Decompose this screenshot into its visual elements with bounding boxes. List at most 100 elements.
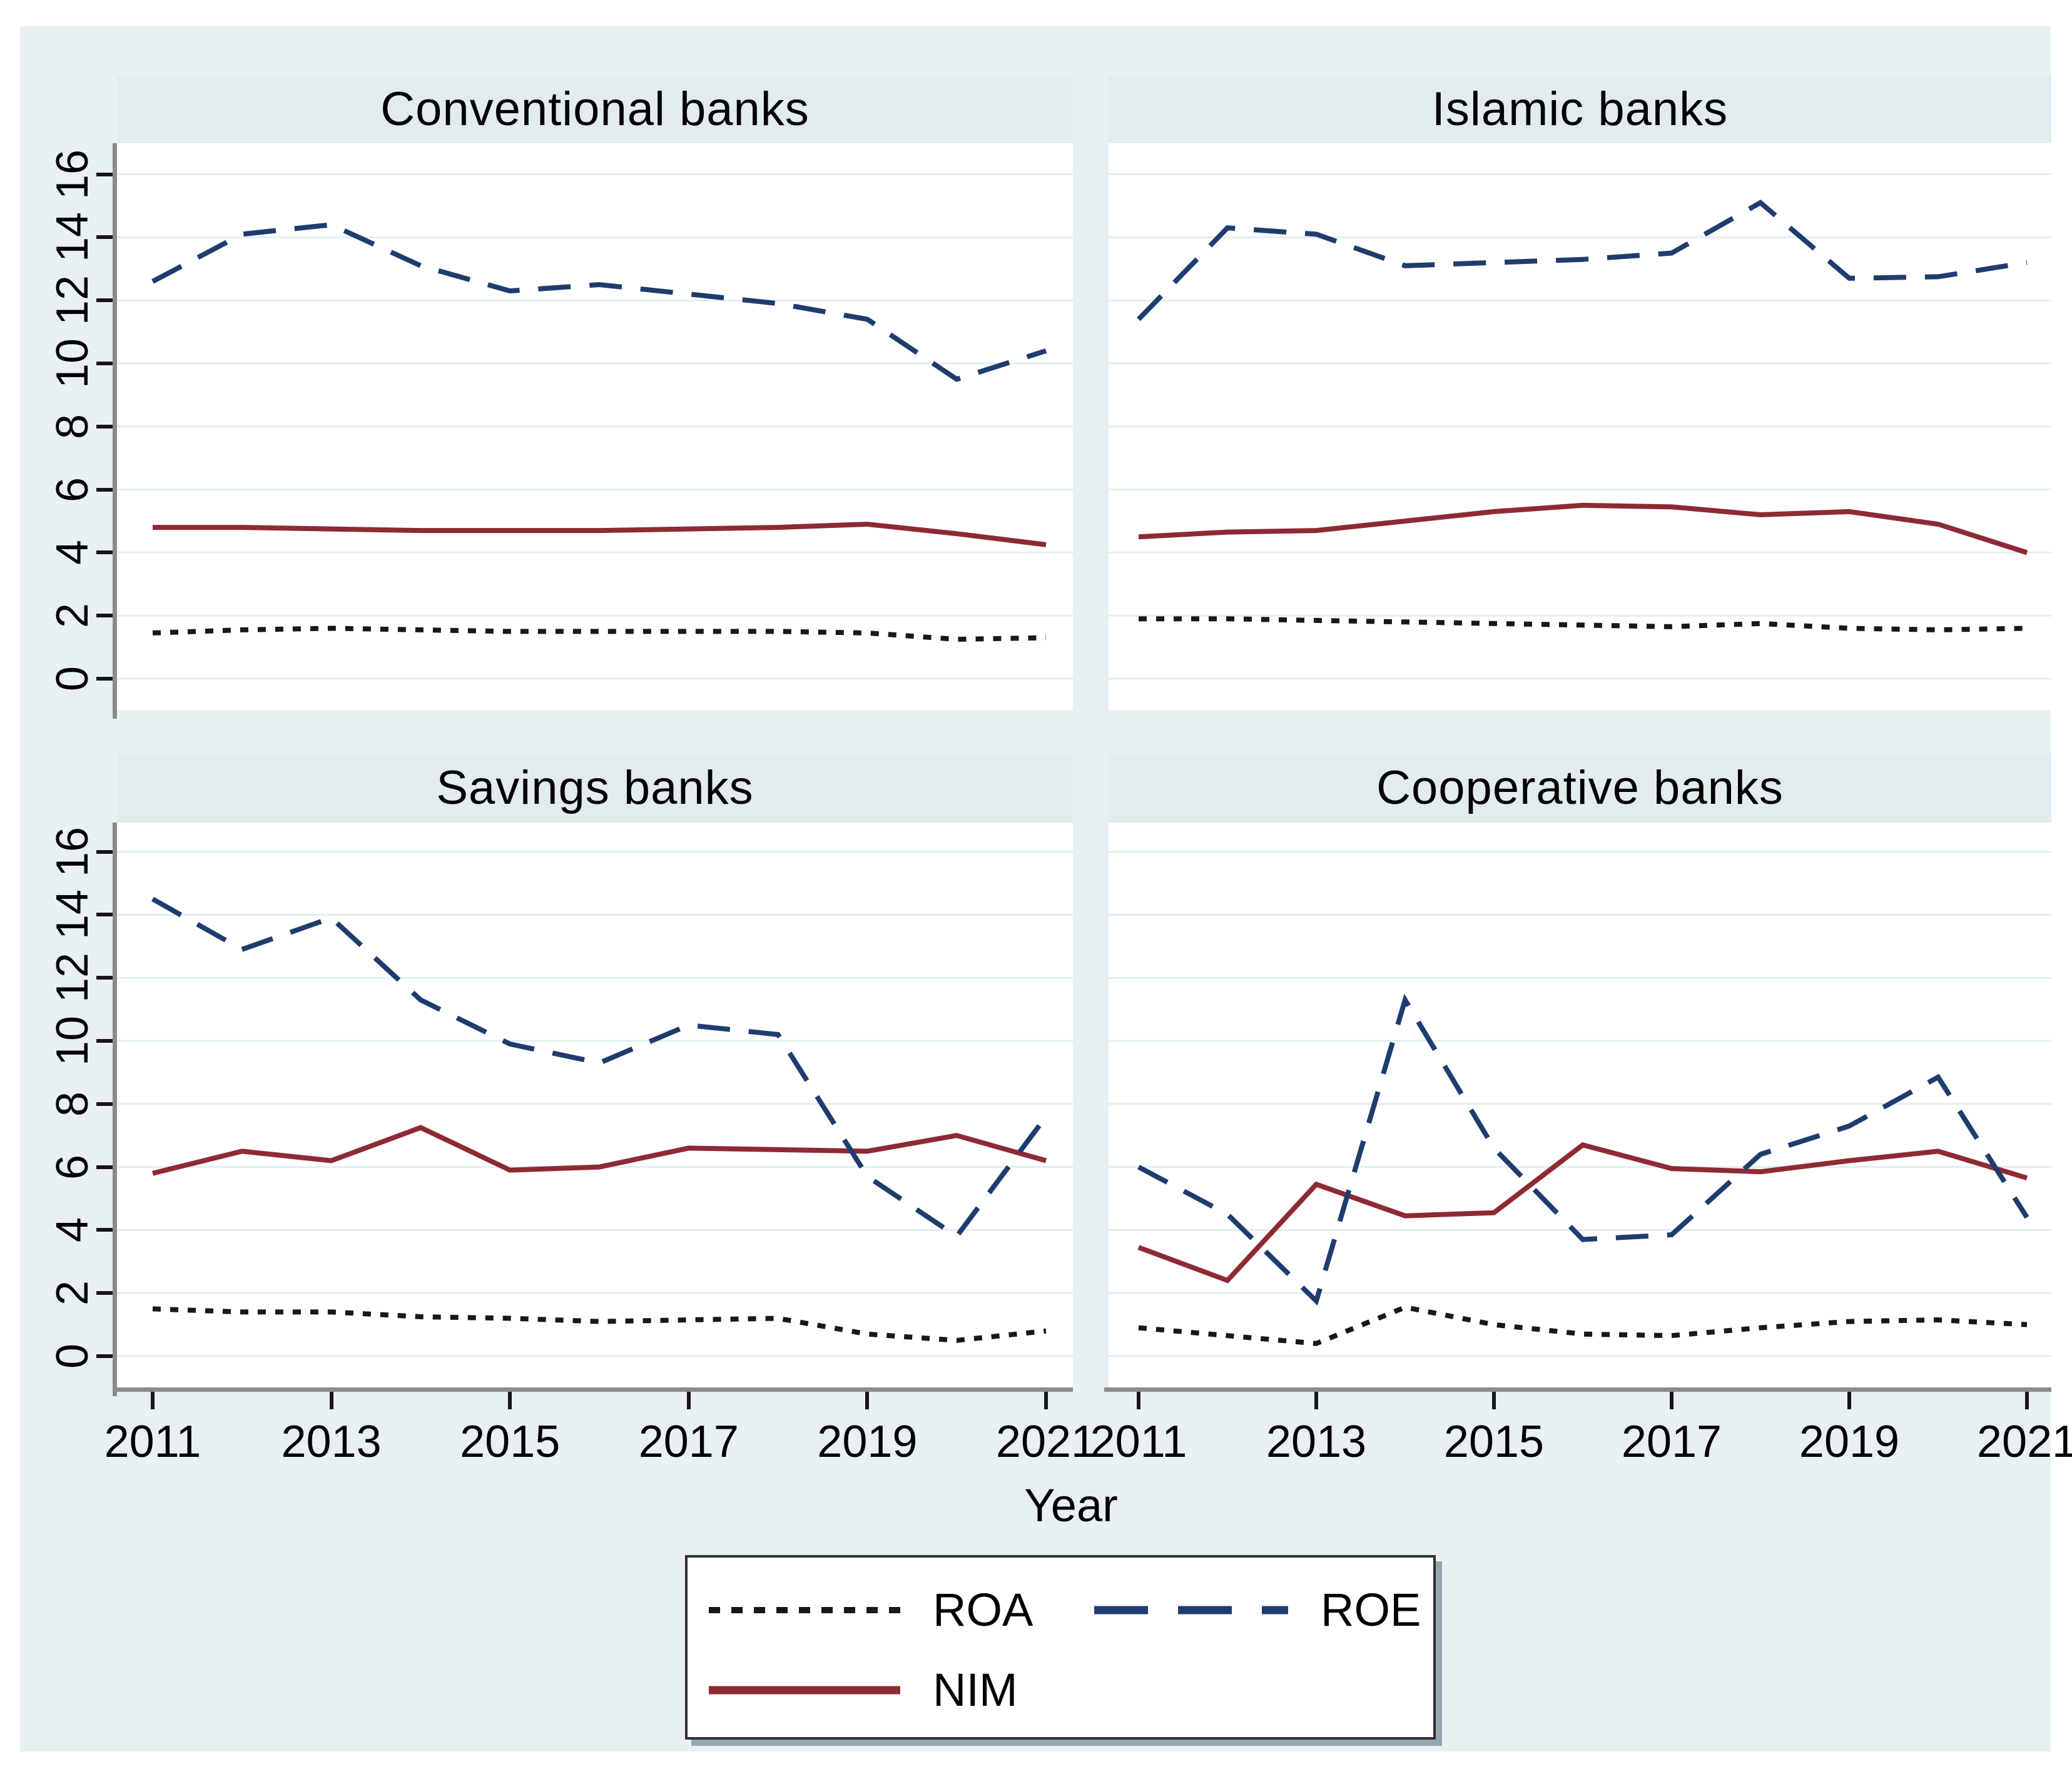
roa-line xyxy=(1139,616,2028,632)
roe-line xyxy=(1137,993,2029,1306)
x-tick-label: 2019 xyxy=(1799,1417,1900,1467)
y-tick-label: 4 xyxy=(48,1217,98,1243)
roa-line xyxy=(1138,1304,2028,1346)
roe-dashed-line-sample xyxy=(1094,1606,1288,1614)
roe-line xyxy=(151,222,1047,382)
x-tick xyxy=(1492,1392,1496,1409)
y-tick-label: 0 xyxy=(48,666,98,692)
y-tick xyxy=(96,362,113,365)
x-tick-label: 2021 xyxy=(1976,1417,2072,1467)
x-tick xyxy=(151,1392,155,1409)
plot-area-savings xyxy=(117,823,1073,1387)
x-axis-title: Year xyxy=(1024,1479,1118,1531)
nim-line xyxy=(153,521,1047,547)
y-axis-line xyxy=(113,143,117,719)
y-tick-label: 8 xyxy=(48,1091,98,1117)
y-tick xyxy=(96,849,113,854)
y-tick xyxy=(96,1039,113,1043)
y-tick-label: 2 xyxy=(48,603,98,629)
roe-line xyxy=(1137,200,2028,322)
panel-title-conventional: Conventional banks xyxy=(380,83,810,136)
panel-chart-canvas xyxy=(1109,173,2051,680)
roa-line xyxy=(152,1306,1047,1343)
panel-chart-canvas xyxy=(1109,851,2051,1357)
y-tick-label: 10 xyxy=(48,1015,98,1067)
x-tick-label: 2015 xyxy=(460,1417,561,1467)
x-tick xyxy=(1044,1392,1048,1409)
y-tick-label: 14 xyxy=(48,890,98,940)
y-tick-label: 16 xyxy=(48,149,98,200)
figure-background: Conventional banks Islamic banks Savings… xyxy=(20,26,2072,1751)
x-tick xyxy=(1137,1392,1140,1409)
x-tick-label: 2011 xyxy=(1090,1417,1187,1467)
plot-area-conventional xyxy=(117,143,1073,710)
y-tick-label: 8 xyxy=(48,413,98,439)
y-tick xyxy=(96,550,113,555)
x-axis-line xyxy=(113,1387,1073,1392)
y-tick-label: 16 xyxy=(48,826,98,877)
x-tick-label: 2019 xyxy=(817,1417,918,1467)
y-tick xyxy=(96,1165,113,1169)
panel-title-islamic: Islamic banks xyxy=(1431,83,1729,136)
y-tick xyxy=(96,677,113,681)
x-tick-label: 2013 xyxy=(281,1417,382,1467)
x-tick-label: 2011 xyxy=(104,1417,201,1467)
y-tick xyxy=(96,235,113,240)
panel-chart-canvas xyxy=(117,851,1073,1357)
x-tick xyxy=(1670,1392,1673,1409)
panel-chart-canvas xyxy=(117,173,1073,680)
y-tick-label: 12 xyxy=(48,953,98,1003)
roe-line xyxy=(151,896,1049,1240)
panel-title-strip-savings: Savings banks xyxy=(117,753,1073,823)
x-tick xyxy=(329,1392,333,1409)
x-axis-line xyxy=(1104,1387,2051,1392)
x-tick xyxy=(508,1392,512,1409)
x-tick xyxy=(1314,1392,1318,1409)
y-tick xyxy=(96,1354,113,1358)
panel-title-strip-conventional: Conventional banks xyxy=(117,75,1073,143)
y-tick-label: 12 xyxy=(48,275,98,326)
y-tick-label: 2 xyxy=(48,1280,98,1306)
legend-label-roa: ROA xyxy=(933,1584,1033,1636)
legend-label-nim: NIM xyxy=(933,1664,1018,1716)
y-tick-label: 0 xyxy=(48,1343,98,1369)
nim-line xyxy=(152,1125,1047,1176)
y-tick-label: 4 xyxy=(48,540,98,565)
legend: ROA ROE NIM xyxy=(685,1555,1436,1740)
legend-label-roe: ROE xyxy=(1321,1584,1421,1636)
plot-area-islamic xyxy=(1109,143,2051,710)
y-tick xyxy=(96,1291,113,1295)
x-tick-label: 2017 xyxy=(1621,1417,1722,1467)
y-tick-label: 6 xyxy=(48,477,98,502)
x-tick xyxy=(2025,1392,2029,1409)
y-tick xyxy=(96,1228,113,1232)
x-tick-label: 2013 xyxy=(1266,1417,1367,1467)
x-tick xyxy=(686,1392,691,1409)
panel-title-savings: Savings banks xyxy=(436,761,754,814)
y-tick xyxy=(96,614,113,618)
y-tick xyxy=(96,298,113,303)
y-tick xyxy=(96,913,113,917)
x-tick-label: 2017 xyxy=(638,1417,739,1467)
x-tick-label: 2015 xyxy=(1443,1417,1545,1467)
panel-title-cooperative: Cooperative banks xyxy=(1376,761,1784,814)
y-tick-label: 6 xyxy=(48,1154,98,1180)
y-tick-label: 10 xyxy=(48,338,98,389)
y-tick xyxy=(96,424,113,428)
panel-title-strip-islamic: Islamic banks xyxy=(1109,75,2051,143)
roa-line xyxy=(152,626,1047,642)
y-axis-line xyxy=(113,823,117,1396)
y-tick xyxy=(96,172,113,176)
x-tick-label: 2021 xyxy=(995,1417,1097,1467)
y-tick xyxy=(96,1102,113,1106)
x-tick xyxy=(1847,1392,1851,1409)
nim-solid-line-sample xyxy=(709,1686,900,1695)
y-tick xyxy=(96,976,113,980)
roa-dotted-line-sample xyxy=(709,1607,900,1613)
panel-title-strip-cooperative: Cooperative banks xyxy=(1109,753,2051,823)
nim-line xyxy=(1138,502,2028,555)
y-tick-label: 14 xyxy=(48,212,98,263)
y-tick xyxy=(96,487,113,492)
nim-line xyxy=(1137,1142,2028,1284)
